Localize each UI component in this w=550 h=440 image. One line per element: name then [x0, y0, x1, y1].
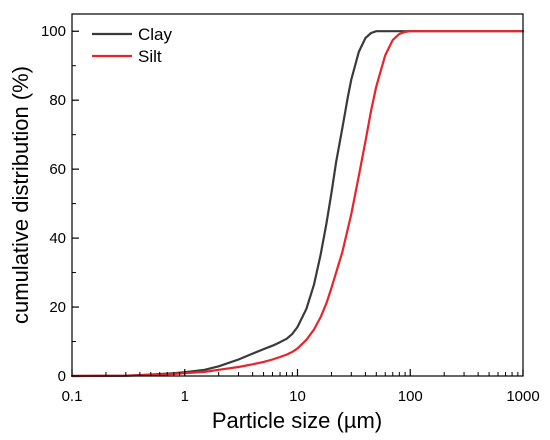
series-line-clay [70, 30, 525, 378]
y-tick-label: 40 [49, 230, 66, 247]
y-tick-label: 0 [58, 368, 66, 385]
x-tick-label: 100 [398, 388, 423, 405]
y-tick-label: 80 [49, 92, 66, 109]
legend: Clay Silt [92, 25, 173, 66]
legend-label-clay: Clay [138, 25, 173, 44]
x-tick-label: 0.1 [62, 388, 83, 405]
y-axis-title: cumulative distribution (%) [8, 66, 33, 324]
x-tick-label: 1000 [506, 388, 539, 405]
legend-label-silt: Silt [138, 47, 162, 66]
x-tick-label: 10 [289, 388, 306, 405]
axis-ticks: 0.1 1 10 100 1000 0 20 40 60 80 100 [41, 23, 540, 405]
y-tick-label: 20 [49, 299, 66, 316]
x-tick-label: 1 [181, 388, 189, 405]
x-axis-title: Particle size (µm) [212, 408, 382, 433]
y-tick-label: 100 [41, 23, 66, 40]
plot-frame [71, 13, 524, 377]
y-tick-label: 60 [49, 161, 66, 178]
plot-lines [70, 30, 525, 378]
series-line-silt [70, 30, 525, 378]
